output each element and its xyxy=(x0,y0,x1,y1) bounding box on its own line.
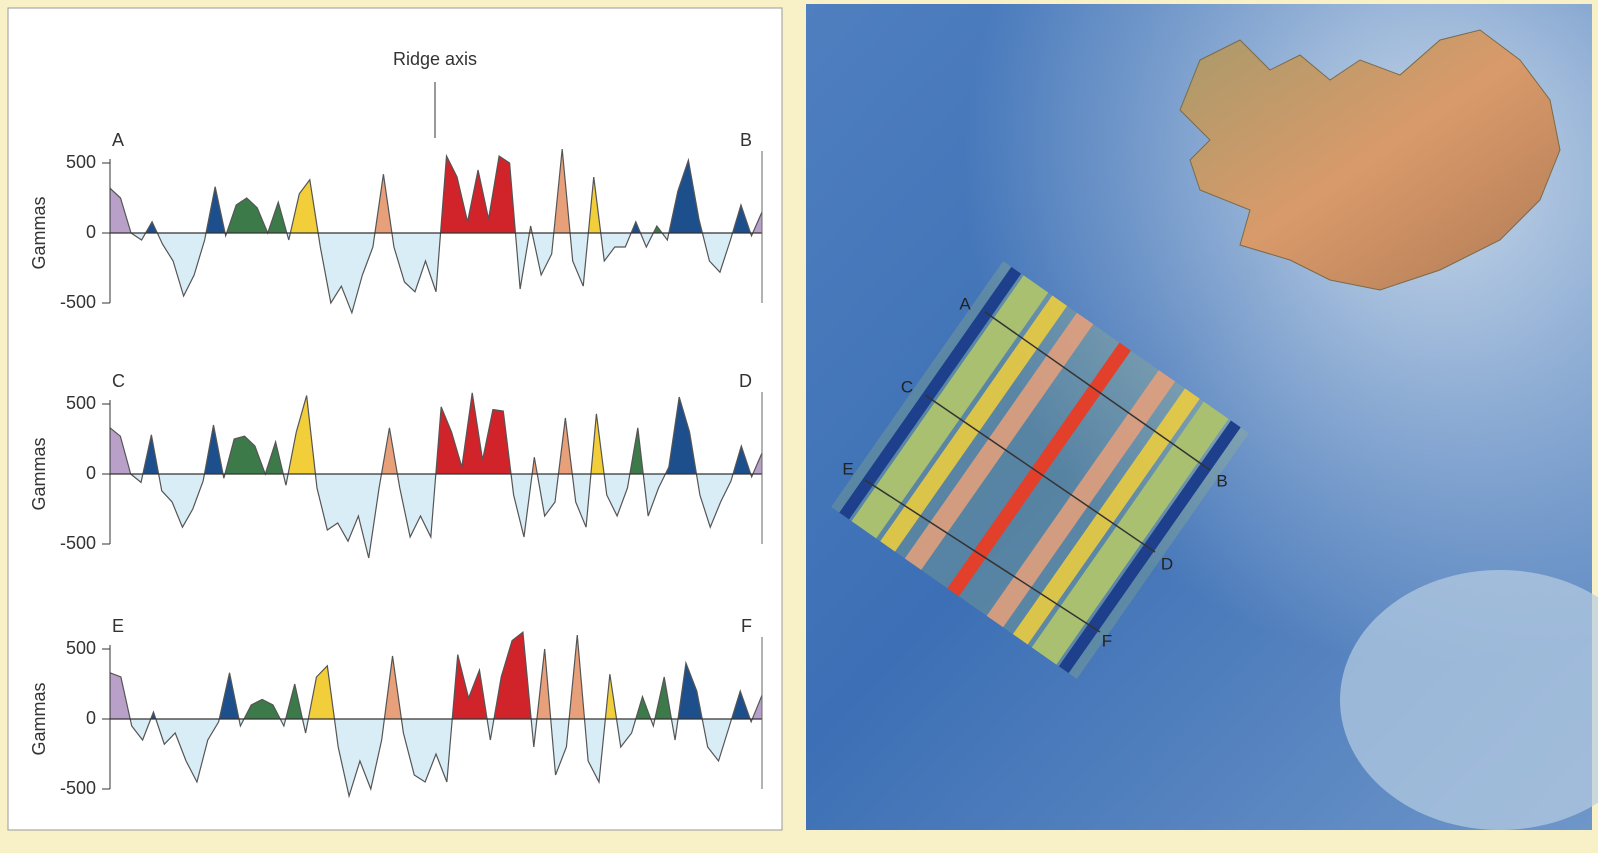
map-profile-label: C xyxy=(901,377,913,396)
profile-start-label: E xyxy=(112,616,124,636)
profile-start-label: C xyxy=(112,371,125,391)
y-tick-label: -500 xyxy=(60,778,96,798)
page: -500 0 500 Gammas A B Ridge axis -500 0 500 Gammas… xyxy=(0,0,1598,848)
map-profile-label: E xyxy=(842,459,853,478)
y-axis-label: Gammas xyxy=(29,196,49,269)
profile-end-label: B xyxy=(740,130,752,150)
ridge-axis-label: Ridge axis xyxy=(393,49,477,69)
y-axis-label: Gammas xyxy=(29,682,49,755)
y-tick-label: 500 xyxy=(66,638,96,658)
figure: -500 0 500 Gammas A B Ridge axis -500 0 500 Gammas… xyxy=(0,0,1598,848)
map xyxy=(806,4,1598,830)
y-tick-label: -500 xyxy=(60,533,96,553)
map-profile-label: F xyxy=(1102,631,1112,650)
y-tick-label: 500 xyxy=(66,152,96,172)
y-tick-label: 0 xyxy=(86,222,96,242)
y-tick-label: 500 xyxy=(66,393,96,413)
map-profile-label: B xyxy=(1216,471,1227,490)
map-profile-label: D xyxy=(1161,554,1173,573)
profile-end-label: D xyxy=(739,371,752,391)
y-tick-label: 0 xyxy=(86,463,96,483)
profile-start-label: A xyxy=(112,130,124,150)
y-tick-label: 0 xyxy=(86,708,96,728)
map-profile-label: A xyxy=(959,294,971,313)
y-axis-label: Gammas xyxy=(29,437,49,510)
y-tick-label: -500 xyxy=(60,292,96,312)
profile-end-label: F xyxy=(741,616,752,636)
